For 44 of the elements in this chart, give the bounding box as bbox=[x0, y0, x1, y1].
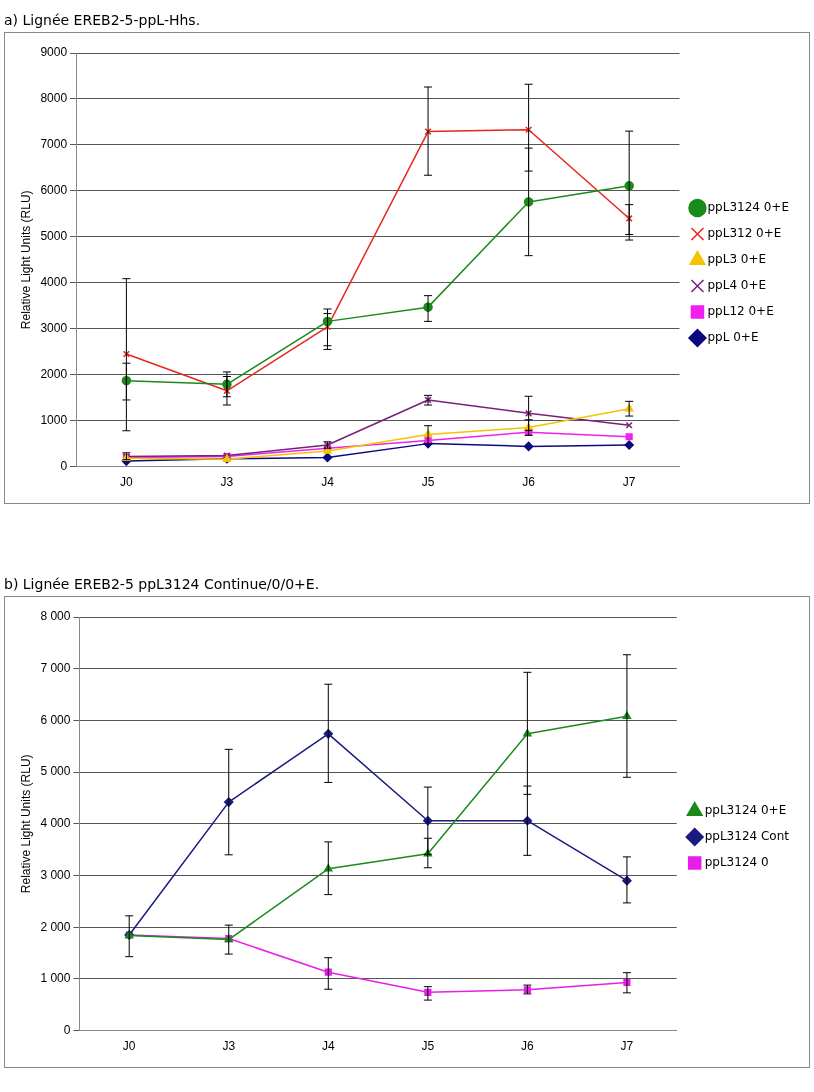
y-tick-label: 0 bbox=[63, 1022, 71, 1037]
y-tick-label: 6 000 bbox=[40, 712, 71, 727]
y-tick-label: 5 000 bbox=[40, 764, 71, 779]
legend-label: ppL 0+E bbox=[707, 330, 759, 345]
y-tick-label: 0 bbox=[60, 458, 68, 473]
x-tick-label: J3 bbox=[220, 475, 234, 490]
x-tick-label: J4 bbox=[321, 475, 335, 490]
chart-title: a) Lignée EREB2-5-ppL-Hhs. bbox=[4, 11, 202, 30]
y-tick-label: 7000 bbox=[40, 137, 68, 152]
legend-label: ppL12 0+E bbox=[707, 304, 774, 319]
legend-label: ppL3124 0+E bbox=[704, 803, 787, 818]
y-axis-title: Relative Light Units (RLU) bbox=[18, 190, 33, 330]
y-tick-label: 1000 bbox=[40, 412, 68, 427]
y-tick-label: 1 000 bbox=[40, 971, 71, 986]
x-tick-label: J0 bbox=[120, 475, 134, 490]
y-tick-label: 2 000 bbox=[40, 919, 71, 934]
y-tick-label: 7 000 bbox=[40, 661, 71, 676]
y-tick-label: 5000 bbox=[40, 229, 68, 244]
x-tick-label: J5 bbox=[421, 1039, 435, 1054]
y-tick-label: 9000 bbox=[40, 45, 68, 60]
x-tick-label: J3 bbox=[222, 1039, 236, 1054]
legend-label: ppL3124 0+E bbox=[707, 200, 789, 215]
x-tick-label: J0 bbox=[122, 1039, 136, 1054]
x-tick-label: J6 bbox=[522, 475, 536, 490]
y-tick-label: 3 000 bbox=[40, 867, 71, 882]
x-tick-label: J4 bbox=[321, 1039, 335, 1054]
y-tick-label: 4 000 bbox=[40, 816, 71, 831]
legend-label: ppL3 0+E bbox=[707, 252, 767, 267]
x-tick-label: J7 bbox=[622, 475, 636, 490]
legend-label: ppL3124 0 bbox=[704, 855, 769, 870]
y-axis-title: Relative Light Units (RLU) bbox=[18, 754, 33, 894]
y-tick-label: 8000 bbox=[40, 91, 68, 106]
legend-label: ppL312 0+E bbox=[707, 226, 782, 241]
legend-label: ppL4 0+E bbox=[707, 278, 767, 293]
y-tick-label: 6000 bbox=[40, 183, 68, 198]
y-tick-label: 3000 bbox=[40, 321, 68, 336]
y-tick-label: 2000 bbox=[40, 367, 68, 381]
x-tick-label: J5 bbox=[421, 475, 435, 490]
y-tick-label: 4000 bbox=[40, 275, 68, 290]
y-tick-label: 8 000 bbox=[40, 609, 71, 624]
x-tick-label: J6 bbox=[521, 1039, 535, 1054]
legend-label: ppL3124 Cont bbox=[704, 829, 790, 844]
x-tick-label: J7 bbox=[620, 1039, 634, 1054]
chart-title: b) Lignée EREB2-5 ppL3124 Continue/0/0+E. bbox=[4, 575, 321, 594]
